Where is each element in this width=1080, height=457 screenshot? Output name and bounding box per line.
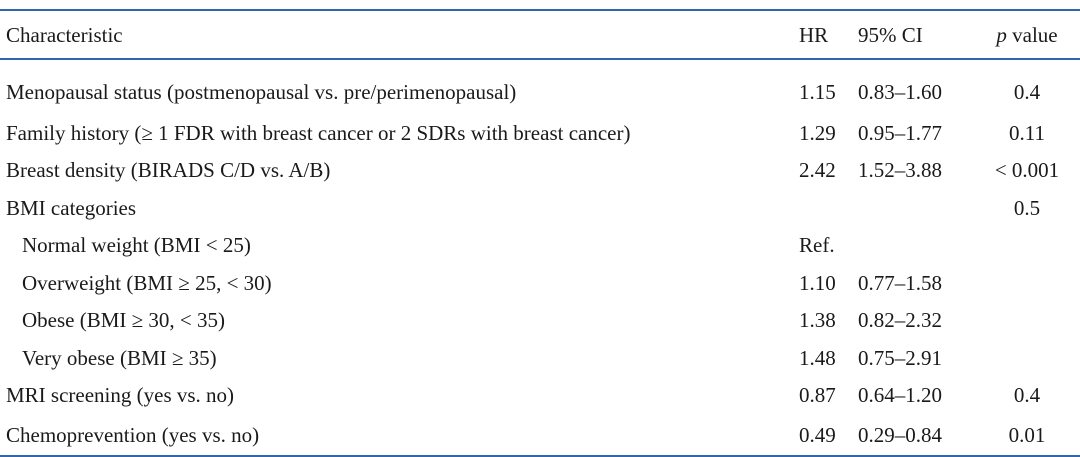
row-ci: 0.82–2.32 [858,308,942,333]
table-row: BMI categories 0.5 [0,189,1080,227]
row-label: Overweight (BMI ≥ 25, < 30) [22,270,272,295]
row-p: 0.4 [1013,383,1041,408]
row-hr: Ref. [799,233,835,258]
table-row: Breast density (BIRADS C/D vs. A/B) 2.42… [0,152,1080,190]
row-label: Normal weight (BMI < 25) [22,233,251,258]
table-row: Normal weight (BMI < 25) Ref. [0,227,1080,265]
row-ci: 0.77–1.58 [858,270,942,295]
table-row: Menopausal status (postmenopausal vs. pr… [0,58,1080,114]
row-label: Breast density (BIRADS C/D vs. A/B) [6,158,331,183]
header-row: Characteristic HR 95% CI p value [0,11,1080,58]
header-rule [0,58,1080,60]
row-hr [793,189,854,227]
row-hr: 1.48 [799,345,836,370]
row-ci: 1.52–3.88 [858,158,942,183]
row-label: Very obese (BMI ≥ 35) [22,345,217,370]
row-p [974,339,1080,377]
hazard-ratio-table: Characteristic HR 95% CI p value Menopau… [0,11,1080,455]
row-ci: 0.75–2.91 [858,345,942,370]
row-hr: 1.10 [799,270,836,295]
table-row: Family history (≥ 1 FDR with breast canc… [0,114,1080,152]
row-p: < 0.001 [994,158,1060,183]
row-ci: 0.95–1.77 [858,120,942,145]
row-hr: 1.29 [799,120,836,145]
header-p-rest: value [1006,22,1058,47]
top-rule [0,9,1080,11]
row-label: Chemoprevention (yes vs. no) [6,422,260,447]
table-row: Very obese (BMI ≥ 35) 1.48 0.75–2.91 [0,339,1080,377]
row-p [974,227,1080,265]
row-ci: 0.29–0.84 [858,422,942,447]
row-hr: 0.87 [799,383,836,408]
header-p-italic: p [996,22,1007,47]
table-row: Obese (BMI ≥ 30, < 35) 1.38 0.82–2.32 [0,302,1080,340]
row-ci [854,189,974,227]
row-label: Obese (BMI ≥ 30, < 35) [22,308,226,333]
row-ci: 0.83–1.60 [858,80,942,104]
row-p: 0.11 [1009,120,1045,145]
row-hr: 0.49 [799,422,836,447]
table-row: Overweight (BMI ≥ 25, < 30) 1.10 0.77–1.… [0,264,1080,302]
row-p: 0.4 [1013,80,1041,104]
row-hr: 1.15 [799,80,836,104]
row-label: Menopausal status (postmenopausal vs. pr… [6,80,517,104]
row-label: BMI categories [6,195,137,220]
header-ci: 95% CI [858,22,923,47]
row-p [974,264,1080,302]
row-label: Family history (≥ 1 FDR with breast canc… [6,120,631,145]
row-ci [854,227,974,265]
table-row: Chemoprevention (yes vs. no) 0.49 0.29–0… [0,414,1080,455]
results-table: Characteristic HR 95% CI p value Menopau… [0,9,1080,457]
row-hr: 1.38 [799,308,836,333]
row-p: 0.5 [1013,195,1041,220]
row-p [974,302,1080,340]
header-hr: HR [799,22,829,47]
table-row: MRI screening (yes vs. no) 0.87 0.64–1.2… [0,377,1080,415]
row-label: MRI screening (yes vs. no) [6,383,235,408]
row-hr: 2.42 [799,158,836,183]
row-ci: 0.64–1.20 [858,383,942,408]
header-characteristic: Characteristic [6,22,123,47]
header-p-value: p value [974,11,1080,58]
row-p: 0.01 [1008,422,1046,447]
